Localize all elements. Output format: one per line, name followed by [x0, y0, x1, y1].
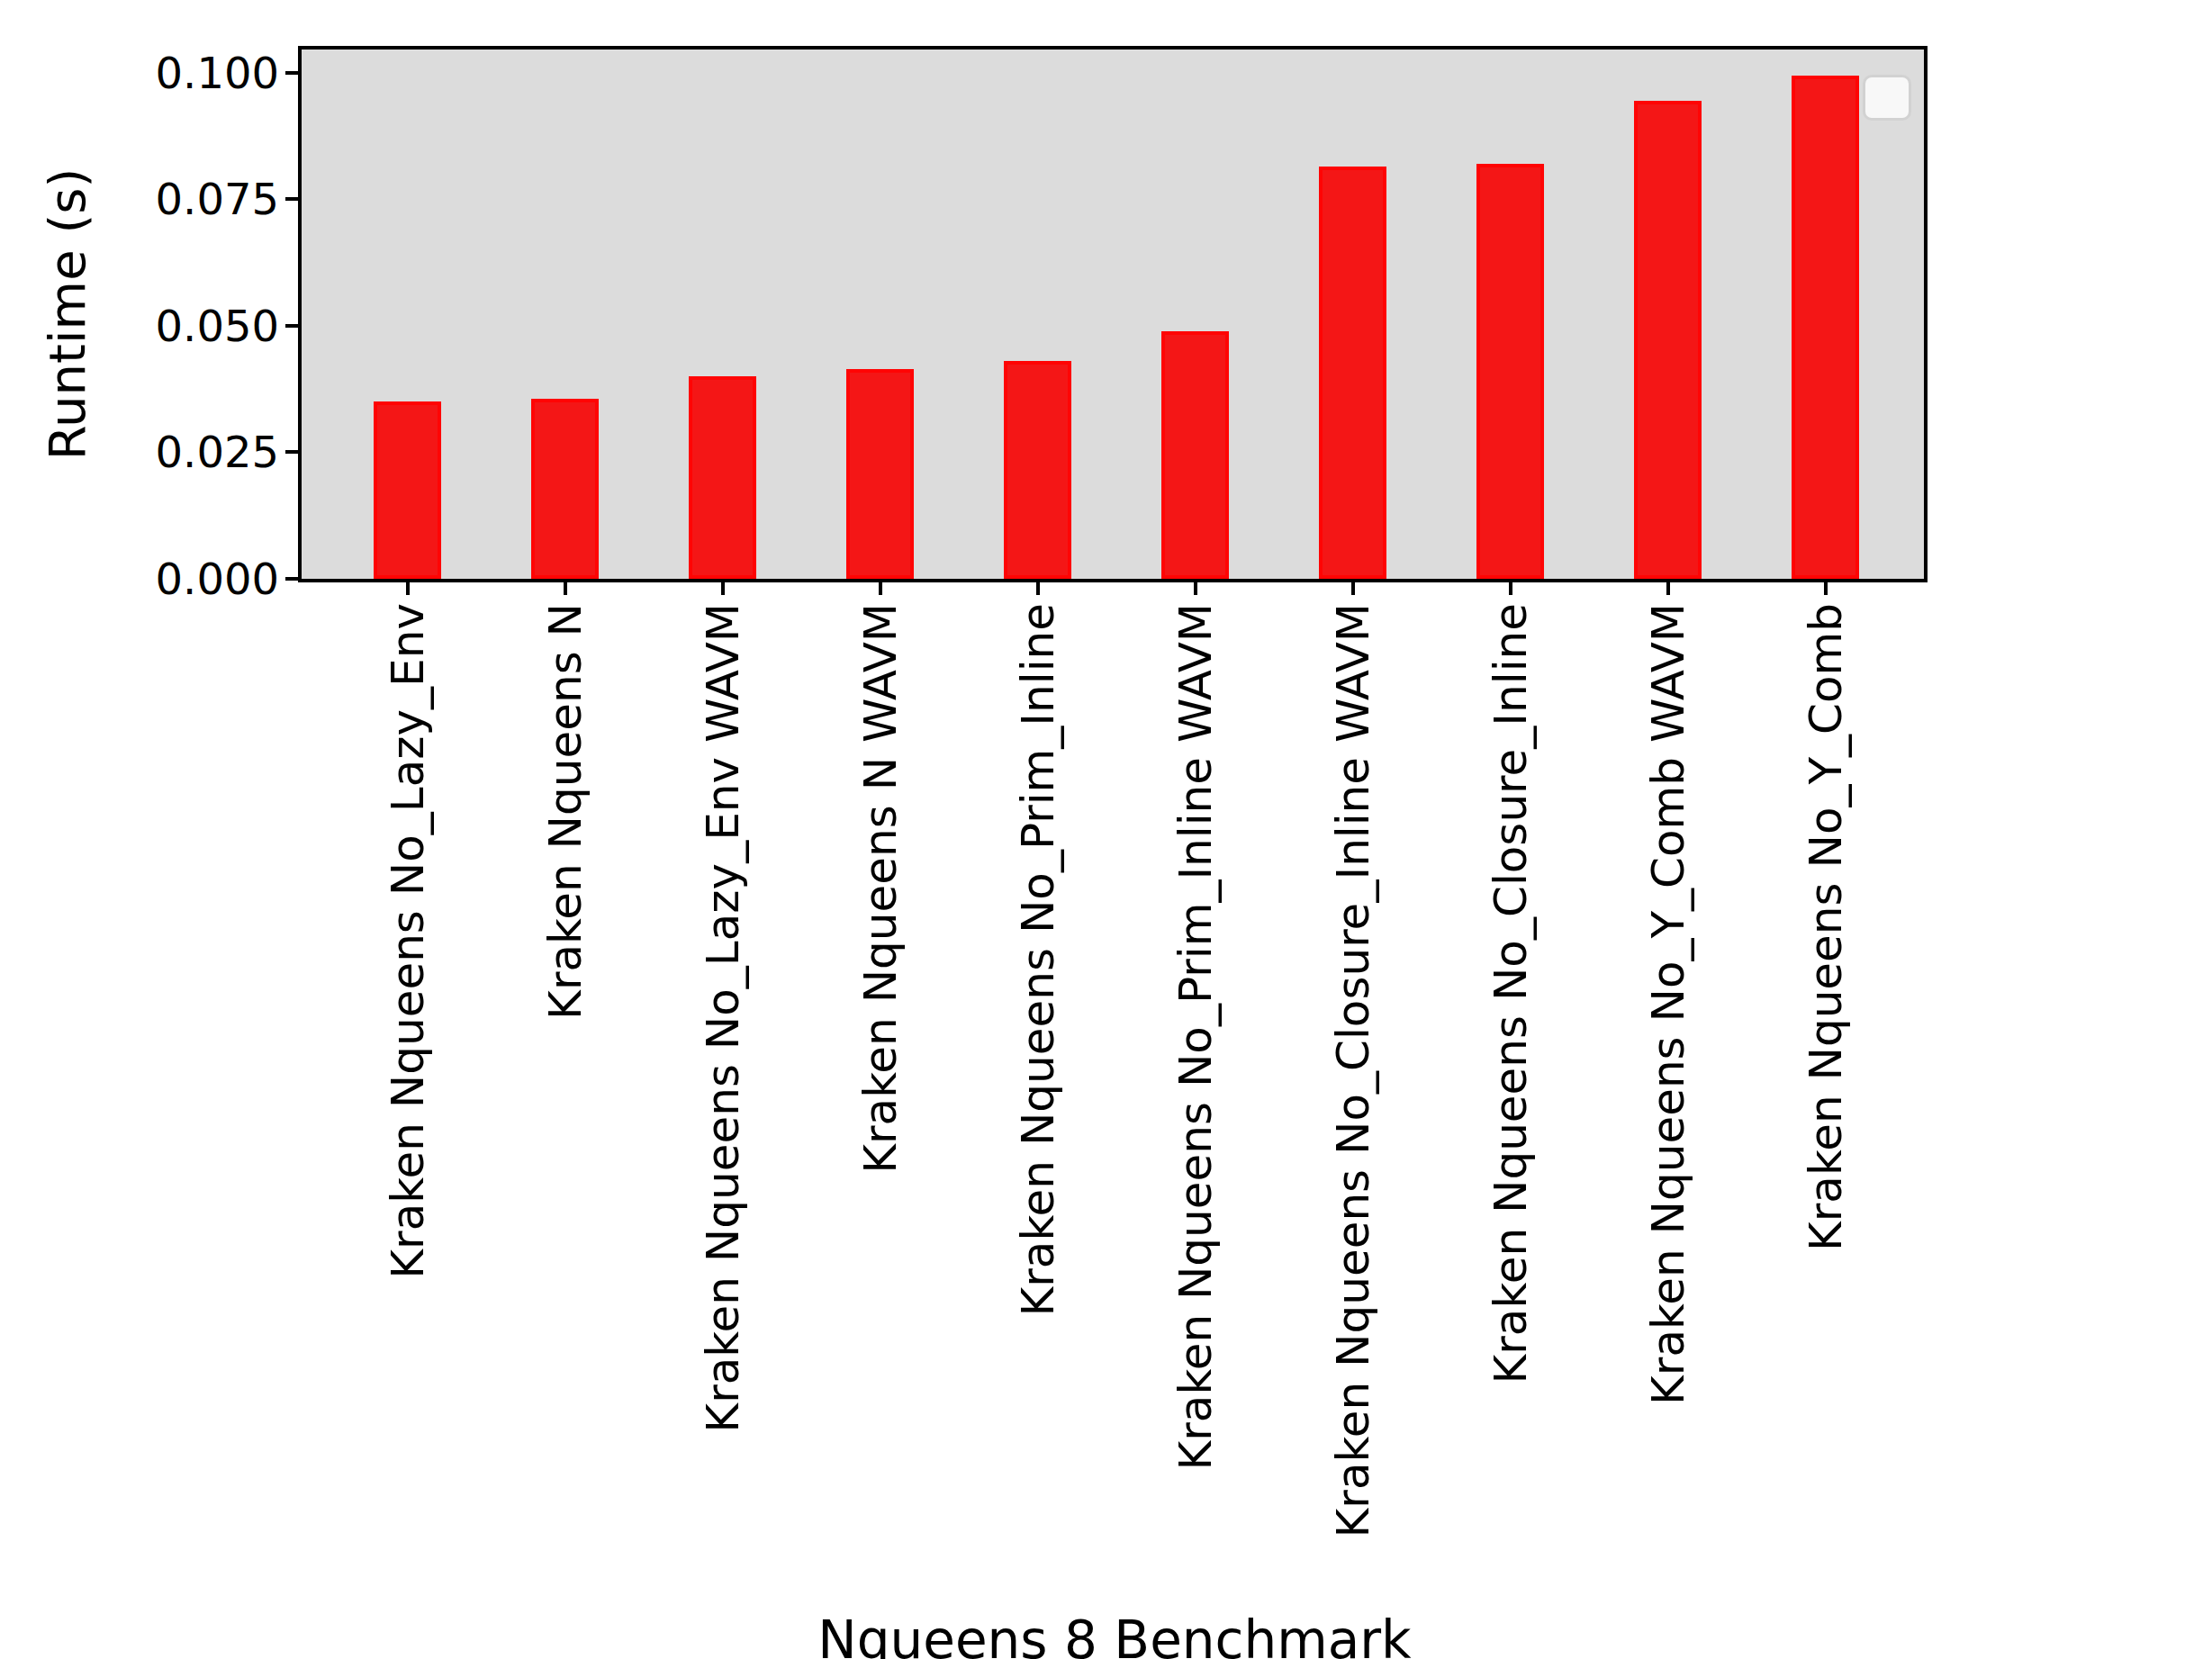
y-tick: [285, 71, 302, 75]
x-tick: [1194, 579, 1197, 595]
x-axis-label: Nqueens 8 Benchmark: [817, 1612, 1411, 1659]
bar: [531, 399, 599, 579]
bar: [1634, 101, 1702, 579]
y-tick: [285, 577, 302, 581]
x-tick: [1666, 579, 1670, 595]
x-tick: [721, 579, 725, 595]
x-tick: [406, 579, 410, 595]
x-tick: [1036, 579, 1040, 595]
y-tick-label: 0.075: [99, 176, 279, 222]
y-tick-label: 0.100: [99, 50, 279, 96]
x-tick-label-text: Kraken Nqueens No_Closure_Inline WAVM: [1330, 603, 1377, 1537]
x-tick-label-text: Kraken Nqueens No_Lazy_Env: [384, 603, 431, 1279]
plot-area: [298, 46, 1928, 582]
x-tick-label-text: Kraken Nqueens No_Prim_Inline WAVM: [1172, 603, 1219, 1471]
x-tick-label-text: Kraken Nqueens N: [542, 603, 589, 1020]
bar: [1476, 164, 1544, 579]
bar: [1792, 76, 1859, 579]
x-tick-label-text: Kraken Nqueens No_Lazy_Env WAVM: [700, 603, 746, 1433]
x-tick: [879, 579, 882, 595]
x-tick-label-text: Kraken Nqueens No_Prim_Inline: [1015, 603, 1061, 1317]
x-tick: [564, 579, 567, 595]
bar: [689, 376, 756, 579]
y-axis-label-text: Runtime (s): [41, 168, 94, 461]
y-tick: [285, 197, 302, 201]
figure: 0.000 0.025 0.050 0.075 0.100 Kraken Nqueens…: [0, 0, 2212, 1659]
y-tick-label: 0.000: [99, 555, 279, 602]
bar: [374, 401, 441, 579]
x-tick: [1824, 579, 1828, 595]
legend-box: [1863, 75, 1911, 121]
x-tick-label-text: Kraken Nqueens No_Y_Comb: [1802, 603, 1849, 1251]
bar: [1004, 361, 1071, 579]
bar: [1161, 331, 1229, 579]
x-tick-label-text: Kraken Nqueens No_Closure_Inline: [1487, 603, 1534, 1384]
x-tick: [1351, 579, 1355, 595]
y-tick-label: 0.025: [99, 428, 279, 475]
bar: [846, 369, 914, 579]
bar: [1319, 167, 1386, 579]
y-tick: [285, 450, 302, 454]
y-tick: [285, 324, 302, 328]
x-tick-label-text: Kraken Nqueens No_Y_Comb WAVM: [1645, 603, 1692, 1405]
x-tick-label-text: Kraken Nqueens N WAVM: [857, 603, 904, 1174]
y-tick-label: 0.050: [99, 302, 279, 349]
x-tick: [1509, 579, 1512, 595]
